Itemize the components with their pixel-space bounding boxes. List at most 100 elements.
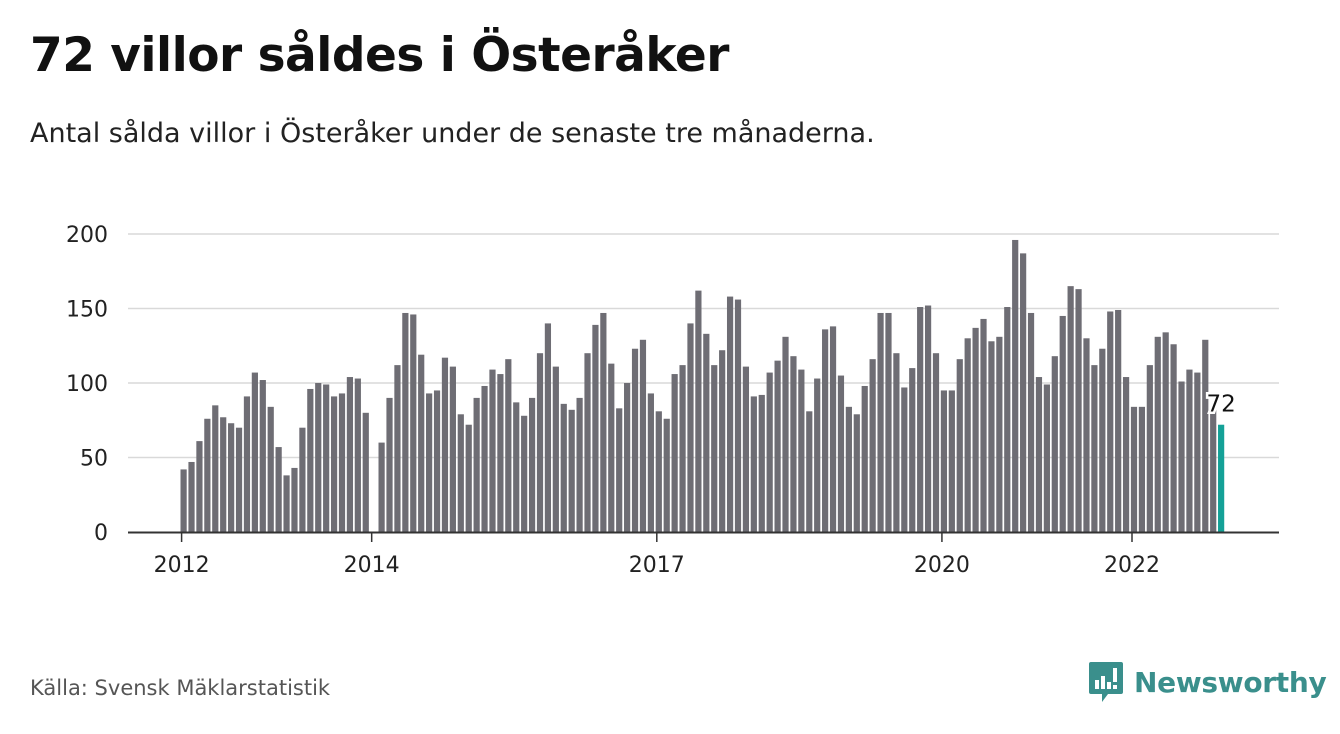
bar bbox=[798, 369, 805, 532]
bar bbox=[885, 312, 892, 532]
bar bbox=[766, 372, 773, 532]
bar bbox=[315, 383, 322, 532]
bar bbox=[600, 312, 607, 532]
bar bbox=[655, 411, 662, 532]
bar bbox=[418, 354, 425, 532]
highlight-value-label: 72 bbox=[1206, 392, 1235, 418]
y-tick-label: 200 bbox=[66, 223, 108, 248]
bar bbox=[441, 357, 449, 532]
bar bbox=[980, 318, 987, 532]
bar bbox=[924, 305, 932, 532]
bar bbox=[703, 333, 710, 532]
bar bbox=[330, 396, 338, 532]
bar bbox=[647, 393, 654, 532]
bar bbox=[1059, 315, 1066, 532]
y-tick-label: 0 bbox=[94, 521, 108, 546]
bar bbox=[283, 475, 290, 532]
bar bbox=[449, 366, 456, 532]
bar bbox=[845, 406, 852, 532]
bar bbox=[1194, 372, 1201, 532]
bar bbox=[394, 365, 401, 532]
bar bbox=[964, 338, 971, 532]
bar bbox=[259, 380, 266, 532]
bar bbox=[631, 348, 639, 532]
bar bbox=[307, 388, 314, 532]
bar bbox=[806, 411, 813, 532]
bar bbox=[338, 393, 346, 532]
bar bbox=[663, 418, 670, 532]
bar bbox=[1146, 365, 1153, 532]
source-note: Källa: Svensk Mäklarstatistik bbox=[30, 676, 331, 700]
bar bbox=[267, 406, 274, 532]
bar bbox=[410, 314, 417, 532]
bar bbox=[560, 403, 567, 532]
bar bbox=[220, 417, 227, 532]
bar bbox=[869, 359, 876, 532]
bar bbox=[1210, 408, 1217, 532]
bar bbox=[1051, 356, 1058, 532]
bar bbox=[956, 359, 963, 532]
bar bbox=[1178, 381, 1185, 532]
bar bbox=[822, 329, 829, 532]
bar bbox=[782, 336, 789, 532]
bar bbox=[1091, 365, 1098, 532]
bar bbox=[639, 339, 647, 532]
bar bbox=[378, 442, 385, 532]
bar bbox=[505, 359, 512, 532]
brand-logo: Newsworthy bbox=[1088, 660, 1327, 704]
bar bbox=[719, 350, 726, 532]
bar bbox=[212, 405, 219, 532]
x-tick-label: 2014 bbox=[344, 553, 400, 578]
bar bbox=[323, 384, 330, 532]
bar bbox=[837, 375, 845, 532]
bar-chart: 0 50 100 150 200 2012 2014 2017 2020 2022 72 bbox=[66, 223, 1279, 578]
bar bbox=[679, 365, 686, 532]
bar bbox=[346, 377, 354, 532]
bar bbox=[972, 327, 979, 532]
bar bbox=[624, 383, 631, 532]
bar bbox=[616, 408, 623, 532]
bar bbox=[536, 353, 544, 532]
bar bbox=[235, 427, 243, 532]
bar bbox=[1012, 239, 1019, 532]
bar bbox=[1170, 344, 1177, 532]
bar bbox=[742, 366, 750, 532]
bar bbox=[188, 461, 195, 532]
bar bbox=[299, 427, 306, 532]
bar bbox=[204, 418, 211, 532]
bar bbox=[917, 307, 924, 532]
bar bbox=[1107, 311, 1114, 532]
bar bbox=[457, 414, 464, 532]
bar bbox=[489, 369, 496, 532]
bar bbox=[948, 390, 955, 532]
bar bbox=[584, 353, 591, 532]
y-tick-label: 50 bbox=[80, 447, 108, 472]
bar bbox=[426, 393, 433, 532]
bar bbox=[362, 412, 369, 532]
bar bbox=[1162, 332, 1169, 532]
bar bbox=[1099, 348, 1106, 532]
y-tick-label: 150 bbox=[66, 298, 108, 323]
bar bbox=[1186, 369, 1193, 532]
bar bbox=[544, 323, 552, 532]
x-tick-label: 2012 bbox=[154, 553, 210, 578]
bar bbox=[893, 353, 900, 532]
bar bbox=[228, 423, 235, 532]
bar bbox=[465, 424, 472, 532]
bar bbox=[829, 326, 837, 532]
bar bbox=[734, 299, 742, 532]
bar bbox=[711, 365, 718, 532]
bar bbox=[1027, 312, 1035, 532]
bar bbox=[1020, 253, 1027, 532]
bar bbox=[433, 390, 441, 532]
bar bbox=[243, 396, 251, 532]
bar bbox=[552, 366, 559, 532]
bar bbox=[790, 356, 797, 532]
bar bbox=[481, 385, 488, 532]
x-tick-label: 2020 bbox=[914, 553, 970, 578]
bar bbox=[877, 312, 884, 532]
bar bbox=[940, 390, 948, 532]
x-tick-label: 2017 bbox=[629, 553, 685, 578]
bar bbox=[497, 374, 504, 532]
newsworthy-logo-icon bbox=[1089, 662, 1123, 702]
